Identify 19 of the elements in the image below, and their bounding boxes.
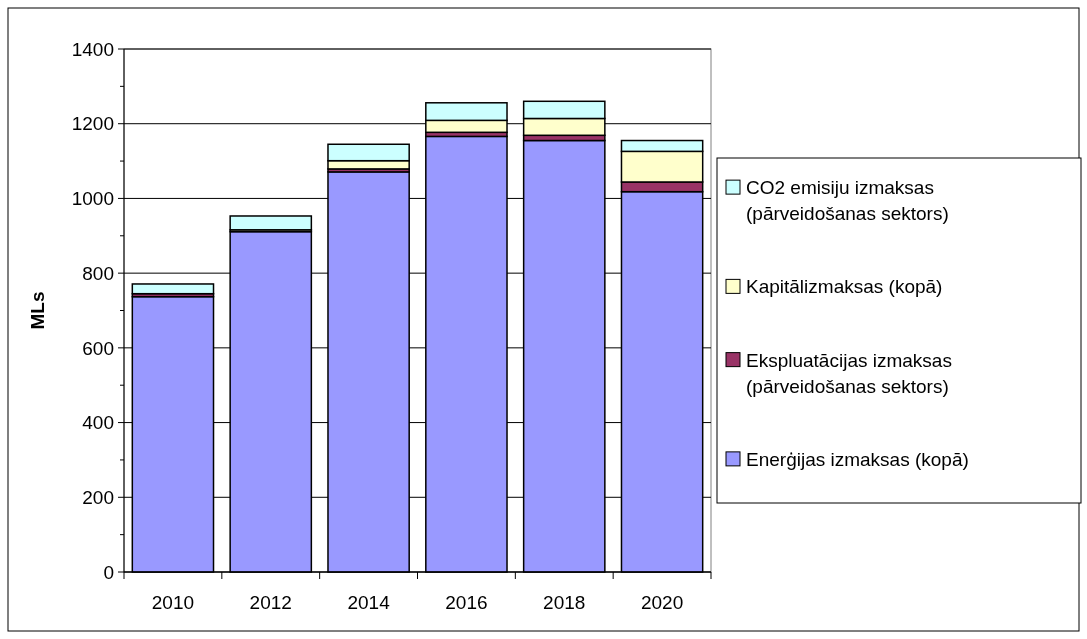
y-tick-label: 1200 bbox=[71, 113, 114, 135]
y-tick-label: 1000 bbox=[71, 188, 114, 210]
y-tick-label: 600 bbox=[82, 337, 114, 359]
y-tick-label: 200 bbox=[82, 486, 114, 508]
x-tick-label: 2012 bbox=[249, 592, 292, 613]
x-tick-label: 2020 bbox=[640, 592, 684, 613]
y-tick-label: 400 bbox=[82, 412, 114, 434]
x-tick-label: 2016 bbox=[445, 592, 488, 613]
x-tick-label: 2010 bbox=[151, 592, 195, 613]
y-tick-label: 0 bbox=[103, 561, 114, 583]
legend-label: Ekspluatācijas izmaksas (pārveidošanas sektors) bbox=[746, 349, 952, 397]
legend-label: CO2 emisiju izmaksas (pārveidošanas sektors) bbox=[746, 177, 949, 225]
x-tick-label: 2014 bbox=[347, 592, 391, 613]
y-tick-label: 800 bbox=[82, 262, 114, 284]
legend-label: Kapitālizmaksas (kopā) bbox=[746, 276, 943, 298]
y-tick-label: 1400 bbox=[71, 38, 114, 60]
x-tick-label: 2018 bbox=[543, 592, 586, 613]
y-axis-title: MLs bbox=[27, 291, 48, 330]
legend-label: Enerģijas izmaksas (kopā) bbox=[746, 448, 969, 470]
